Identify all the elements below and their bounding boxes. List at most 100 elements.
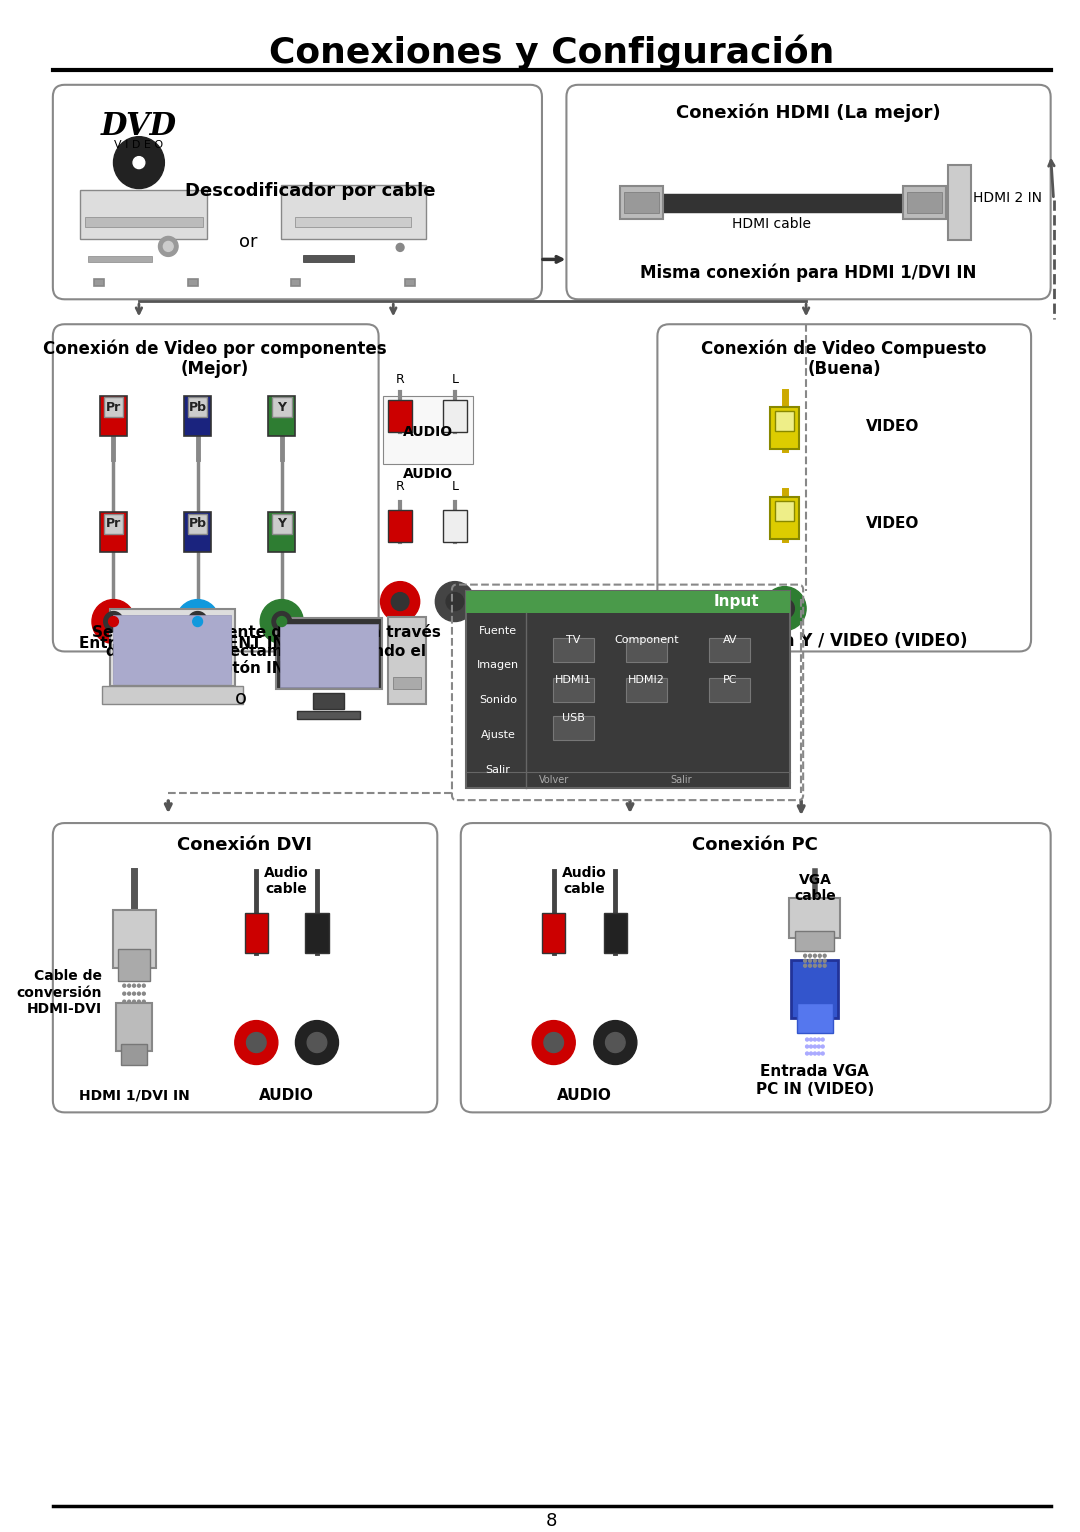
Bar (297, 711, 360, 720)
Bar (948, 164, 971, 241)
Circle shape (809, 964, 811, 967)
Bar (792, 959, 838, 1017)
Bar (626, 639, 667, 662)
Text: Salir: Salir (486, 764, 511, 775)
Circle shape (594, 1020, 637, 1065)
Circle shape (260, 599, 303, 643)
Text: VIDEO: VIDEO (865, 420, 919, 435)
Text: AUDIO: AUDIO (259, 1088, 314, 1103)
Bar (393, 677, 421, 689)
Circle shape (819, 959, 821, 962)
Text: AUDIO: AUDIO (403, 424, 453, 440)
Circle shape (806, 1045, 809, 1048)
Bar (303, 256, 354, 262)
Text: Descodificador por cable: Descodificador por cable (185, 182, 435, 199)
Bar (188, 397, 207, 417)
Circle shape (818, 1052, 821, 1056)
Text: R: R (395, 481, 405, 493)
Text: Seleccione la fuente de entrada a través
del menú o directamente pulsando el
bot: Seleccione la fuente de entrada a través… (92, 625, 441, 676)
Text: (Buena): (Buena) (808, 360, 881, 378)
Bar (465, 591, 791, 613)
Bar (774, 411, 795, 430)
Bar (389, 510, 411, 542)
Bar (188, 513, 207, 533)
Circle shape (435, 582, 474, 622)
Bar (275, 617, 381, 689)
Bar (789, 898, 840, 938)
Bar (89, 256, 151, 262)
Circle shape (823, 954, 826, 958)
Bar (109, 608, 234, 686)
Bar (112, 910, 156, 968)
Circle shape (192, 616, 203, 627)
Circle shape (806, 1039, 809, 1042)
Circle shape (764, 587, 806, 631)
Text: Sonido: Sonido (478, 696, 517, 705)
Circle shape (544, 1033, 564, 1052)
Bar (291, 279, 300, 286)
Text: Conexiones y Configuración: Conexiones y Configuración (269, 34, 835, 69)
Circle shape (176, 599, 219, 643)
Bar (443, 400, 467, 432)
Bar (268, 512, 296, 552)
Circle shape (813, 964, 816, 967)
Bar (389, 616, 426, 705)
Bar (102, 686, 243, 705)
Bar (272, 397, 292, 417)
Circle shape (296, 1020, 338, 1065)
Circle shape (159, 236, 178, 256)
Text: Conexión PC: Conexión PC (692, 836, 819, 853)
Text: Fuente: Fuente (478, 625, 517, 636)
Text: L: L (451, 372, 458, 386)
Bar (405, 279, 415, 286)
Circle shape (276, 616, 286, 627)
Circle shape (127, 984, 131, 987)
Text: Y: Y (278, 518, 286, 530)
Bar (117, 1002, 151, 1051)
Circle shape (780, 604, 789, 613)
Bar (121, 1043, 147, 1065)
Bar (119, 948, 150, 980)
Bar (797, 1002, 833, 1033)
Circle shape (813, 1039, 816, 1042)
Text: AUDIO: AUDIO (556, 1088, 611, 1103)
Bar (770, 496, 799, 539)
Bar (244, 913, 268, 953)
Circle shape (246, 1033, 266, 1052)
Text: HDMI1: HDMI1 (555, 676, 592, 685)
Circle shape (818, 1045, 821, 1048)
Circle shape (143, 993, 146, 996)
Bar (903, 185, 946, 219)
Circle shape (813, 1052, 816, 1056)
Circle shape (127, 993, 131, 996)
Bar (94, 279, 104, 286)
Circle shape (127, 1000, 131, 1003)
Bar (99, 397, 127, 437)
Text: Ajuste: Ajuste (481, 731, 515, 740)
Circle shape (391, 593, 409, 611)
Circle shape (133, 984, 135, 987)
Text: o: o (234, 689, 246, 708)
Text: USB: USB (562, 714, 584, 723)
Bar (795, 931, 835, 951)
Circle shape (104, 611, 123, 631)
Circle shape (137, 1000, 140, 1003)
Bar (542, 913, 566, 953)
Circle shape (133, 993, 135, 996)
Circle shape (380, 582, 420, 622)
Circle shape (606, 1033, 625, 1052)
Text: DVD: DVD (100, 112, 177, 142)
Bar (907, 192, 942, 213)
Text: or: or (240, 233, 258, 251)
Bar (280, 624, 378, 688)
Circle shape (109, 616, 119, 627)
Bar (626, 679, 667, 702)
Text: Conexión HDMI (La mejor): Conexión HDMI (La mejor) (676, 104, 941, 123)
Bar (443, 510, 467, 542)
Circle shape (821, 1039, 824, 1042)
Bar (85, 218, 203, 227)
Circle shape (92, 599, 135, 643)
Text: Component: Component (615, 636, 679, 645)
Text: L: L (451, 481, 458, 493)
Text: Pb: Pb (189, 518, 206, 530)
